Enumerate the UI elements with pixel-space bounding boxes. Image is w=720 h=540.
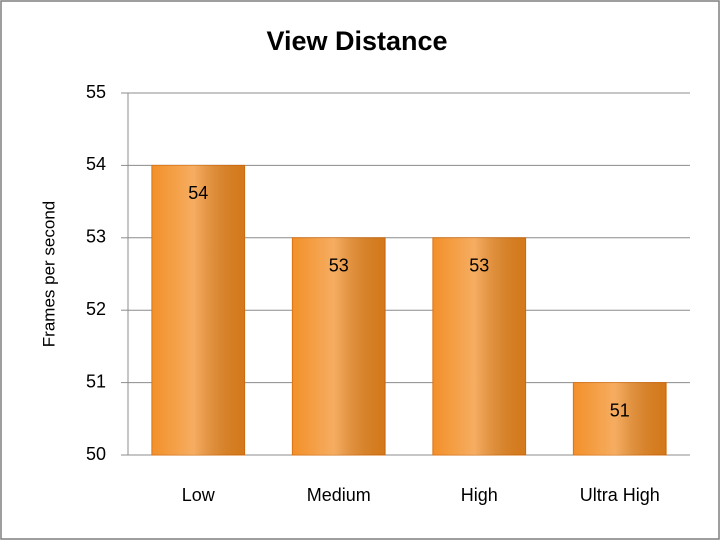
data-label: 54 — [188, 183, 208, 203]
bar-shine — [432, 237, 526, 455]
data-label: 53 — [329, 256, 349, 276]
x-tick-label: Medium — [307, 485, 371, 505]
data-label: 51 — [610, 400, 630, 420]
bar-shine — [573, 382, 667, 455]
x-tick-label: High — [461, 485, 498, 505]
y-tick-label: 52 — [86, 299, 106, 319]
x-tick-label: Ultra High — [580, 485, 660, 505]
data-label: 53 — [469, 256, 489, 276]
y-tick-label: 53 — [86, 227, 106, 247]
y-tick-label: 51 — [86, 371, 106, 391]
y-tick-label: 54 — [86, 154, 106, 174]
y-axis-title: Frames per second — [39, 201, 58, 347]
bar-shine — [151, 165, 245, 455]
bar-shine — [292, 237, 386, 455]
x-tick-label: Low — [182, 485, 216, 505]
chart-title: View Distance — [266, 26, 447, 56]
y-tick-label: 55 — [86, 82, 106, 102]
y-tick-label: 50 — [86, 444, 106, 464]
